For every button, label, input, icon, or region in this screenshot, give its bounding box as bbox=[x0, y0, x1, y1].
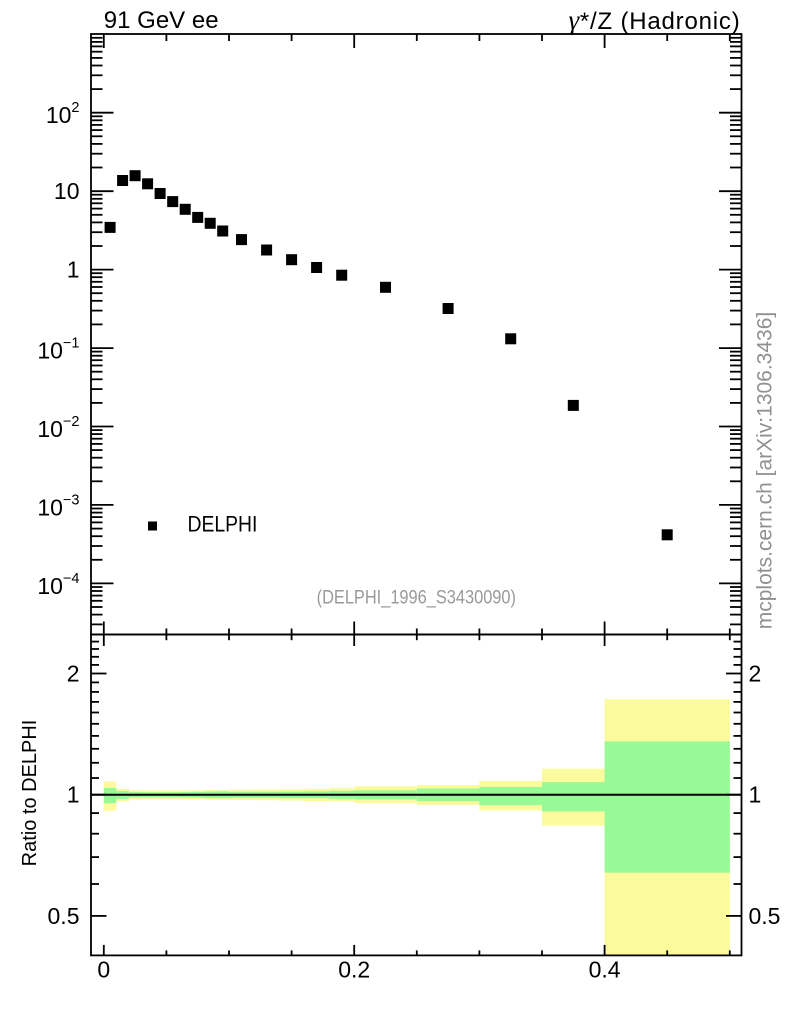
svg-text:0: 0 bbox=[97, 957, 110, 983]
svg-text:1: 1 bbox=[67, 257, 80, 283]
svg-text:102: 102 bbox=[46, 100, 80, 128]
svg-text:2: 2 bbox=[749, 660, 762, 686]
svg-text:Ratio to DELPHI: Ratio to DELPHI bbox=[19, 720, 41, 867]
svg-text:91 GeV ee: 91 GeV ee bbox=[104, 7, 219, 34]
svg-text:γ*/Z (Hadronic): γ*/Z (Hadronic) bbox=[568, 5, 740, 35]
svg-text:0.4: 0.4 bbox=[589, 957, 621, 983]
svg-text:10−1: 10−1 bbox=[37, 336, 79, 364]
svg-text:2: 2 bbox=[67, 660, 80, 686]
svg-text:(DELPHI_1996_S3430090): (DELPHI_1996_S3430090) bbox=[317, 586, 516, 609]
svg-text:10−2: 10−2 bbox=[37, 414, 79, 442]
svg-text:1: 1 bbox=[749, 782, 762, 808]
svg-text:10−4: 10−4 bbox=[37, 571, 79, 599]
svg-text:1: 1 bbox=[67, 782, 80, 808]
svg-text:0.5: 0.5 bbox=[48, 903, 80, 929]
svg-text:10: 10 bbox=[54, 178, 80, 204]
svg-text:mcplots.cern.ch [arXiv:1306.34: mcplots.cern.ch [arXiv:1306.3436] bbox=[754, 312, 777, 630]
svg-text:DELPHI: DELPHI bbox=[188, 512, 258, 536]
svg-text:10−3: 10−3 bbox=[37, 493, 79, 521]
svg-text:0.5: 0.5 bbox=[749, 903, 781, 929]
svg-text:0.2: 0.2 bbox=[338, 957, 370, 983]
